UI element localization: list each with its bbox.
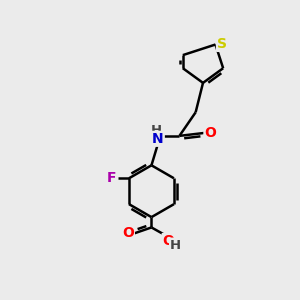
Text: H: H [151,124,162,137]
Text: O: O [122,226,134,240]
Text: S: S [217,37,227,51]
Text: F: F [107,171,117,185]
Text: O: O [204,126,216,140]
Text: N: N [152,132,164,146]
Text: H: H [170,238,181,252]
Text: O: O [163,234,175,248]
